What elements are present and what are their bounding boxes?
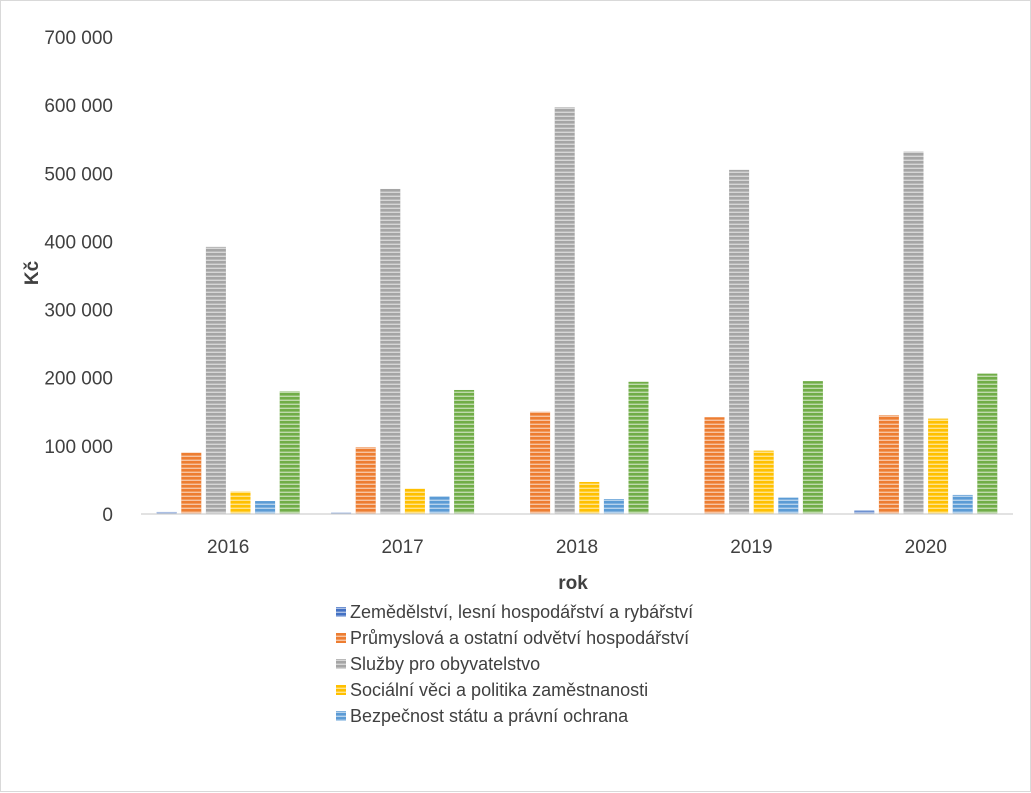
bar-texture [255,501,276,514]
bar-texture [704,417,725,514]
bars [156,107,998,515]
bar-texture [903,151,924,515]
legend-swatch-texture [336,685,346,695]
bar-texture [279,391,300,514]
bar-texture [603,499,624,514]
legend-swatch-texture [336,659,346,669]
legend-item: Bezpečnost státu a právní ochrana [336,706,629,726]
bar-texture [753,450,774,514]
y-tick-label: 600 000 [44,96,113,117]
bar-texture [878,415,899,514]
legend-item: Průmyslová a ostatní odvětví hospodářstv… [336,628,689,648]
bar-texture [802,381,823,514]
bar-texture [454,389,475,514]
y-tick-label: 400 000 [44,232,113,253]
x-axis-title: rok [558,573,588,594]
y-tick-label: 100 000 [44,437,113,458]
legend-item: Zemědělství, lesní hospodářství a rybářs… [336,602,693,622]
x-tick-label: 2017 [381,537,423,558]
bar-texture [628,381,649,514]
bar-texture [977,373,998,514]
bar-texture [530,411,551,514]
y-axis-ticks: 0 100 000 200 000 300 000 400 000 500 000 600 … [44,28,113,526]
bar-texture [928,418,949,514]
bar-texture [554,107,575,515]
y-tick-label: 500 000 [44,164,113,185]
bar-texture [404,488,425,514]
y-axis-title: Kč [22,260,43,285]
y-tick-label: 300 000 [44,301,113,322]
bar-texture [778,497,799,514]
legend-label: Sociální věci a politika zaměstnanosti [350,680,648,700]
legend-label: Průmyslová a ostatní odvětví hospodářstv… [350,628,689,648]
y-tick-label: 0 [102,505,113,526]
legend-label: Zemědělství, lesní hospodářství a rybářs… [350,602,693,622]
bar-texture [230,491,251,514]
bar-texture [952,494,973,514]
bar-texture [156,511,177,514]
bar-texture [205,246,226,514]
bar-texture [380,188,401,515]
legend-swatch-texture [336,633,346,643]
bar-texture [579,481,600,514]
bar-texture [355,447,376,514]
legend-item: Služby pro obyvatelstvo [336,654,540,674]
x-axis-ticks: 2016 2017 2018 2019 2020 [207,537,947,558]
x-tick-label: 2020 [905,537,947,558]
legend-label: Bezpečnost státu a právní ochrana [350,706,629,726]
y-tick-label: 700 000 [44,28,113,49]
legend: Zemědělství, lesní hospodářství a rybářs… [336,602,693,726]
x-tick-label: 2016 [207,537,249,558]
legend-label: Služby pro obyvatelstvo [350,654,540,674]
legend-swatch-texture [336,711,346,721]
bar-texture [729,169,750,514]
bar-texture [429,496,450,514]
legend-item: Sociální věci a politika zaměstnanosti [336,680,648,700]
bar-texture [181,452,202,514]
legend-swatch-texture [336,607,346,617]
bar-texture [854,510,875,514]
x-tick-label: 2019 [730,537,772,558]
y-tick-label: 200 000 [44,369,113,390]
x-tick-label: 2018 [556,537,598,558]
